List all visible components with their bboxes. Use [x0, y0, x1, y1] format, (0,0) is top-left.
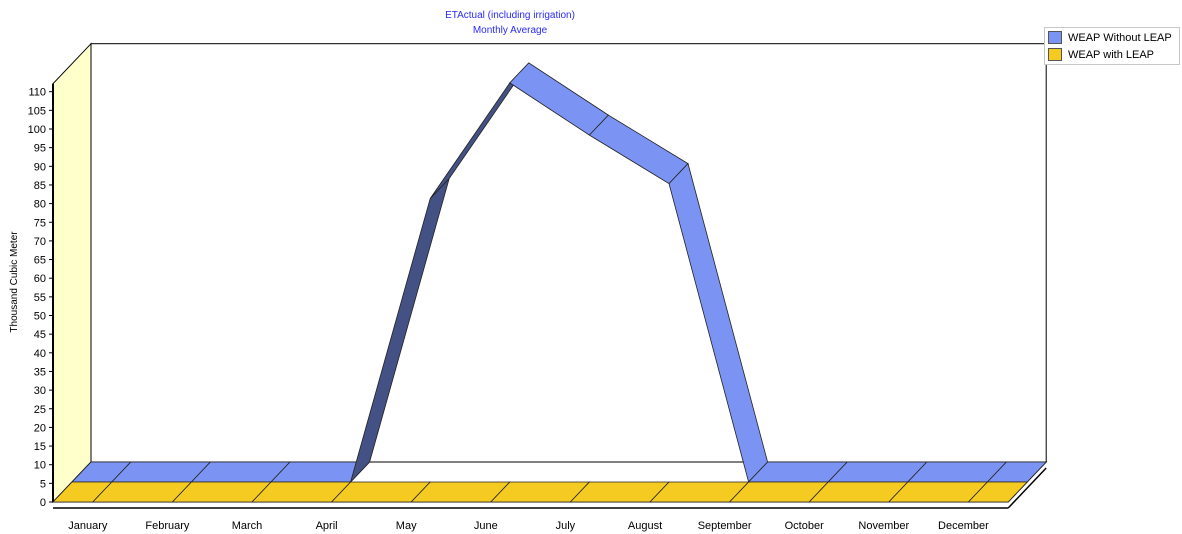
y-tick-label: 45: [34, 329, 46, 341]
y-tick-label: 10: [34, 460, 46, 472]
x-tick-label-june: June: [474, 520, 498, 532]
y-tick-label: 35: [34, 366, 46, 378]
y-axis-label: Thousand Cubic Meter: [9, 231, 20, 333]
series-layer: [52, 62, 1048, 503]
x-tick-label-october: October: [785, 520, 824, 532]
y-tick-label: 40: [34, 348, 46, 360]
x-tick-label-november: November: [858, 520, 909, 532]
chart-subtitle: Monthly Average: [473, 25, 548, 36]
y-tick-label: 95: [34, 143, 46, 155]
x-tick-label-january: January: [68, 520, 108, 532]
y-tick-label: 55: [34, 292, 46, 304]
legend: WEAP Without LEAP WEAP with LEAP: [1044, 27, 1180, 65]
legend-label-weap-with-leap: WEAP with LEAP: [1068, 48, 1154, 61]
legend-swatch-weap-with-leap: [1048, 48, 1062, 61]
x-tick-label-february: February: [145, 520, 190, 532]
x-tick-label-august: August: [628, 520, 662, 532]
y-axis: 0 5 10 15 20 25 30 35 40 45 50 55 60 65 70 75 80 85 90 95 10…: [28, 83, 54, 509]
y-tick-label: 5: [40, 478, 46, 490]
y-tick-label: 0: [40, 497, 46, 509]
series-weap-with-leap: [52, 481, 1029, 503]
y-tick-label: 80: [34, 199, 46, 211]
y-tick-label: 50: [34, 311, 46, 323]
y-tick-label: 65: [34, 255, 46, 267]
y-tick-label: 105: [28, 105, 46, 117]
y-tick-label: 75: [34, 217, 46, 229]
x-tick-label-september: September: [698, 520, 752, 532]
y-tick-label: 85: [34, 180, 46, 192]
y-tick-label: 110: [28, 87, 46, 99]
y-tick-label: 100: [28, 124, 46, 136]
x-tick-label-december: December: [938, 520, 989, 532]
legend-item-weap-without-leap: WEAP Without LEAP: [1045, 29, 1179, 46]
chart-frame: [51, 42, 1048, 509]
y-tick-label: 90: [34, 161, 46, 173]
legend-item-weap-with-leap: WEAP with LEAP: [1045, 46, 1179, 63]
series-weap-without-leap: [71, 62, 1048, 483]
y-tick-label: 60: [34, 273, 46, 285]
x-axis: January February March April May June July Augu…: [68, 520, 989, 532]
y-tick-label: 70: [34, 236, 46, 248]
legend-swatch-weap-without-leap: [1048, 31, 1062, 44]
floor-right-edge: [1007, 467, 1047, 509]
y-tick-label: 15: [34, 441, 46, 453]
ribbon-edge: [967, 481, 1029, 503]
y-tick-label: 25: [34, 404, 46, 416]
x-tick-label-july: July: [556, 520, 576, 532]
y-tick-label: 30: [34, 385, 46, 397]
y-tick-label: 20: [34, 422, 46, 434]
x-tick-label-april: April: [316, 520, 338, 532]
x-tick-label-march: March: [232, 520, 263, 532]
chart-title: ETActual (including irrigation): [445, 10, 575, 21]
x-tick-label-may: May: [396, 520, 417, 532]
left-wall: [52, 42, 92, 504]
legend-label-weap-without-leap: WEAP Without LEAP: [1068, 31, 1172, 44]
